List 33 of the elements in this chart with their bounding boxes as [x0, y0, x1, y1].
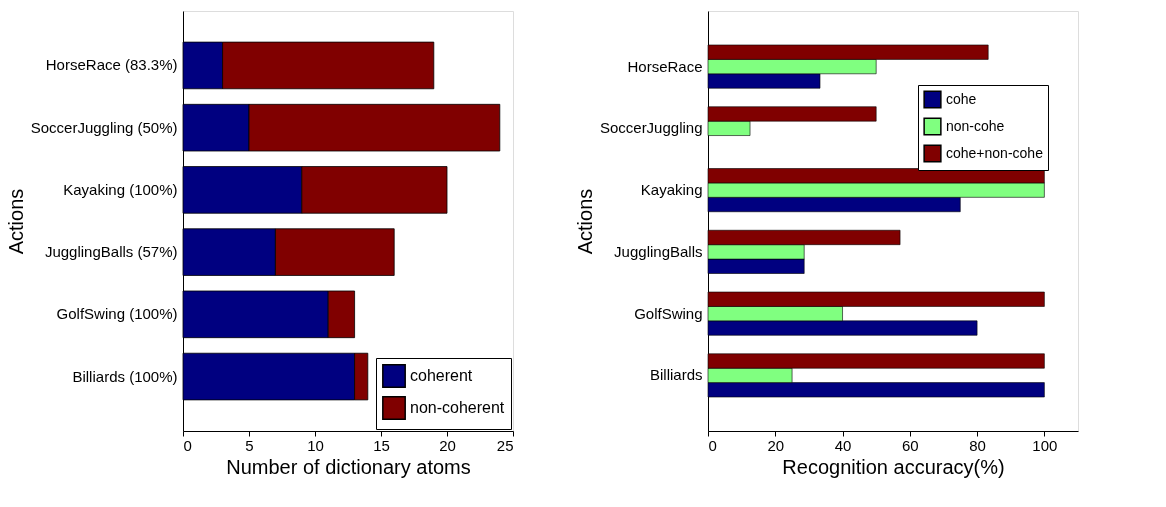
y-tick-label: HorseRace (83.3%): [45, 56, 178, 74]
y-tick-label: Kayaking: [640, 181, 703, 199]
legend-label: coherent: [410, 367, 473, 384]
y-tick-label: Billiards: [649, 366, 703, 384]
y-tick-label: SoccerJuggling: [599, 119, 703, 137]
x-tick-label: 10: [307, 436, 324, 454]
y-tick-label: Kayaking (100%): [63, 180, 178, 198]
x-axis-title: Recognition accuracy(%): [782, 455, 1005, 478]
legend-label: cohe+non-cohe: [946, 144, 1044, 161]
y-axis-title: Actions: [4, 188, 27, 255]
x-axis-title: Number of dictionary atoms: [226, 455, 471, 478]
x-tick-label: 0: [183, 436, 192, 454]
x-tick-label: 20: [767, 436, 785, 454]
x-tick-label: 25: [496, 436, 514, 454]
legend-label: non-coherent: [410, 399, 505, 416]
x-tick-label: 80: [969, 436, 986, 454]
x-tick-label: 20: [439, 436, 456, 454]
x-tick-label: 5: [245, 436, 254, 454]
y-tick-label: JugglingBalls: [614, 242, 703, 260]
y-tick-label: HorseRace: [627, 57, 703, 75]
y-tick-label: Billiards (100%): [72, 367, 178, 385]
y-tick-label: GolfSwing (100%): [56, 305, 178, 323]
y-axis-title: Actions: [573, 188, 596, 255]
legend-label: non-cohe: [946, 117, 1005, 134]
legend-label: cohe: [946, 90, 977, 107]
x-tick-label: 15: [373, 436, 390, 454]
x-tick-label: 0: [708, 436, 717, 454]
x-tick-label: 60: [901, 436, 919, 454]
y-tick-label: GolfSwing: [634, 304, 703, 322]
x-tick-label: 40: [834, 436, 852, 454]
y-tick-label: SoccerJuggling (50%): [30, 118, 178, 136]
y-tick-label: JugglingBalls (57%): [44, 243, 178, 261]
x-tick-label: 100: [1032, 436, 1058, 454]
